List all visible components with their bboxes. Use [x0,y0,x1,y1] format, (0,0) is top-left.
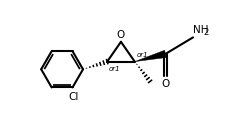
Text: or1: or1 [136,52,147,58]
Text: O: O [116,30,125,40]
Text: or1: or1 [109,66,120,72]
Text: 2: 2 [203,28,208,37]
Text: NH: NH [192,25,208,35]
Text: Cl: Cl [68,92,79,102]
Text: O: O [161,79,169,89]
Polygon shape [134,50,166,62]
